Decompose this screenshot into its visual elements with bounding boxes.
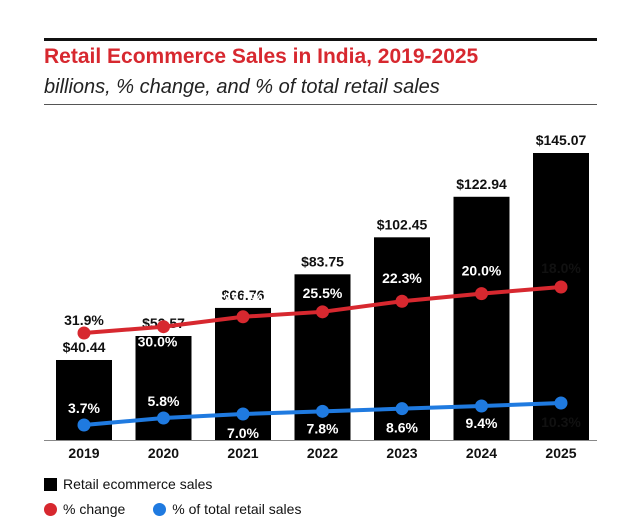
share-label-2021: 7.0% [227,425,259,441]
change-point-2019 [77,326,91,340]
change-point-2021 [236,310,250,324]
legend-swatch-share [153,502,167,516]
share-point-2025 [554,396,568,410]
share-label-2025: 10.3% [541,414,581,430]
change-point-2020 [157,320,170,334]
x-tick-2019: 2019 [68,445,99,461]
change-label-2024: 20.0% [462,263,502,279]
bar-label-2022: $83.75 [301,253,344,269]
share-label-2019: 3.7% [68,400,100,416]
change-label-2023: 22.3% [382,270,422,286]
share-point-2023 [395,402,409,416]
chart-subtitle: billions, % change, and % of total retai… [44,76,440,98]
bar-label-2024: $122.94 [456,176,507,192]
bar-label-2021: $66.76 [222,287,265,303]
change-point-2023 [395,294,409,308]
change-point-2022 [316,305,329,319]
x-tick-2025: 2025 [545,445,576,461]
share-label-2023: 8.6% [386,420,418,436]
chart-title: Retail Ecommerce Sales in India, 2019-20… [44,45,479,68]
change-point-2024 [475,287,488,301]
legend-item-change: % change [44,501,125,517]
share-point-2019 [77,418,91,432]
share-label-2022: 7.8% [307,420,339,436]
change-point-2025 [554,280,568,294]
share-label-2020: 5.8% [148,393,180,409]
x-tick-2020: 2020 [148,445,179,461]
share-point-2020 [157,411,170,425]
bar-label-2023: $102.45 [377,216,428,232]
bar-label-2025: $145.07 [536,132,587,148]
legend-label-share: % of total retail sales [172,501,302,517]
change-label-2021: 27.0% [223,290,263,306]
share-label-2024: 9.4% [466,415,498,431]
legend-item-bar: Retail ecommerce sales [44,476,212,492]
x-tick-2024: 2024 [466,445,497,461]
change-label-2020: 30.0% [138,334,178,350]
change-label-2025: 18.0% [541,260,581,276]
header-divider [44,104,597,105]
legend-label-change: % change [63,501,126,517]
x-tick-2022: 2022 [307,445,338,461]
bar-2024 [453,196,510,440]
change-label-2019: 31.9% [64,312,104,328]
x-tick-2023: 2023 [386,445,417,461]
x-tick-2021: 2021 [227,445,258,461]
bar-2025 [533,153,589,440]
legend-swatch-bar [44,477,57,491]
top-rule [44,38,597,41]
share-point-2022 [316,404,329,418]
change-label-2022: 25.5% [303,285,343,301]
legend-item-share: % of total retail sales [153,501,301,517]
legend-swatch-change [44,502,57,516]
legend-row-1: Retail ecommerce sales [44,476,240,492]
legend-label-bar: Retail ecommerce sales [63,476,213,492]
bar-label-2019: $40.44 [63,339,106,355]
legend-row-2: % change % of total retail sales [44,501,329,517]
share-point-2024 [475,399,488,413]
share-point-2021 [236,407,250,421]
